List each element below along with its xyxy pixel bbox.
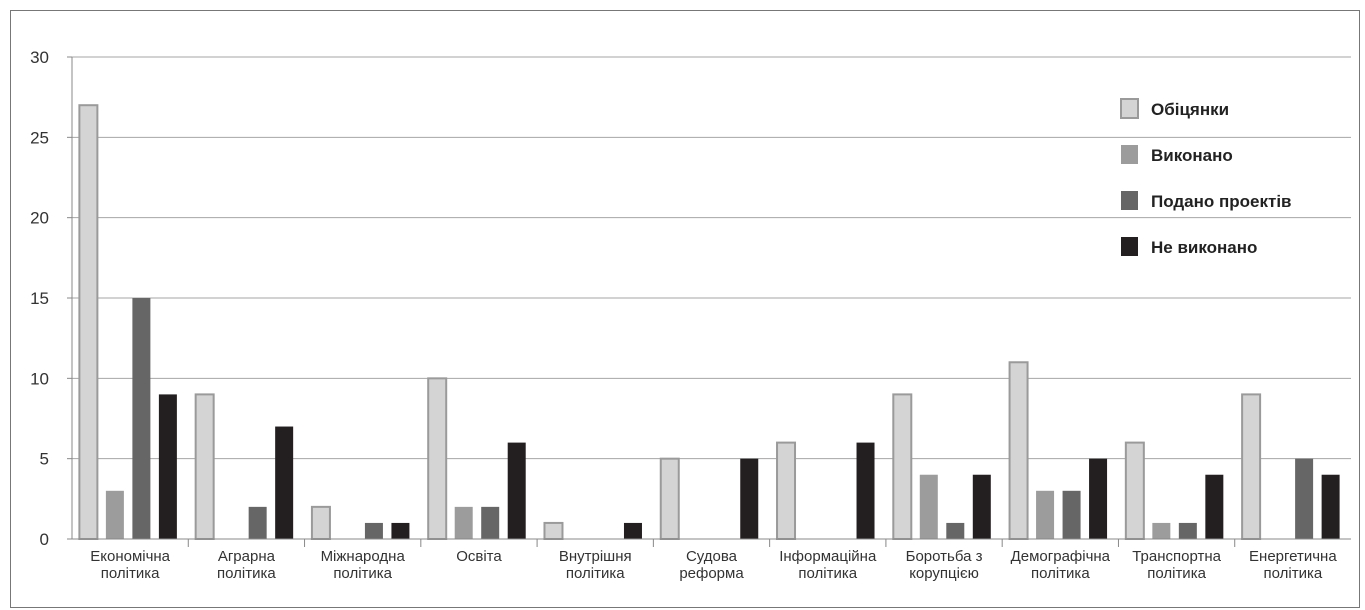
bar-1-cat-9 bbox=[1008, 361, 1029, 540]
legend-swatch bbox=[1121, 237, 1138, 256]
y-tick-label: 30 bbox=[30, 48, 49, 67]
bar-4-cat-2 bbox=[275, 426, 294, 539]
bar-2-cat-1 bbox=[105, 490, 124, 539]
bar-4-cat-10 bbox=[1205, 474, 1224, 539]
bar-4-cat-1 bbox=[158, 394, 177, 539]
x-axis: ЕкономічнаполітикаАграрнаполітикаМіжнаро… bbox=[72, 538, 1351, 582]
x-tick-label: політика bbox=[333, 565, 392, 582]
bar-3-cat-2 bbox=[248, 506, 267, 539]
bar-4-cat-8 bbox=[972, 474, 991, 539]
x-tick-label: Міжнародна bbox=[321, 548, 406, 565]
x-tick-label: політика bbox=[566, 565, 625, 582]
bar-3-cat-10 bbox=[1178, 522, 1197, 539]
bar-1-cat-2 bbox=[194, 393, 215, 540]
bar-1-cat-11 bbox=[1241, 393, 1262, 540]
x-tick-label: Демографічна bbox=[1011, 548, 1111, 565]
bar-3-cat-8 bbox=[946, 522, 965, 539]
x-tick-label: реформа bbox=[679, 565, 744, 582]
y-tick-label: 20 bbox=[30, 209, 49, 228]
x-tick-label: корупцією bbox=[909, 565, 979, 582]
legend-label: Виконано bbox=[1151, 146, 1233, 165]
bars bbox=[78, 104, 1340, 541]
bar-4-cat-4 bbox=[507, 442, 526, 539]
bar-3-cat-9 bbox=[1062, 490, 1081, 539]
x-tick-label: політика bbox=[101, 565, 160, 582]
bar-1-cat-3 bbox=[310, 505, 331, 541]
bar-2-cat-10 bbox=[1152, 522, 1171, 539]
y-tick-label: 25 bbox=[30, 128, 49, 147]
bar-4-cat-5 bbox=[623, 522, 642, 539]
x-tick-label: Інформаційна bbox=[779, 548, 877, 565]
bar-3-cat-11 bbox=[1295, 458, 1314, 539]
bar-4-cat-6 bbox=[740, 458, 759, 539]
bar-1-cat-1 bbox=[78, 104, 99, 540]
legend-swatch bbox=[1121, 145, 1138, 164]
bar-1-cat-4 bbox=[427, 377, 448, 541]
bar-3-cat-4 bbox=[481, 506, 500, 539]
gridlines bbox=[72, 56, 1351, 540]
x-tick-label: Освіта bbox=[456, 548, 502, 565]
x-tick-label: політика bbox=[1031, 565, 1090, 582]
x-tick-label: Внутрішня bbox=[559, 548, 632, 565]
x-tick-label: Транспортна bbox=[1132, 548, 1221, 565]
bar-4-cat-3 bbox=[391, 522, 410, 539]
legend-label: Подано проектів bbox=[1151, 192, 1292, 211]
x-tick-label: політика bbox=[217, 565, 276, 582]
legend-swatch bbox=[1120, 98, 1139, 119]
bar-3-cat-1 bbox=[132, 298, 151, 539]
bar-1-cat-6 bbox=[659, 457, 680, 540]
bar-2-cat-4 bbox=[454, 506, 473, 539]
y-tick-label: 5 bbox=[40, 450, 49, 469]
legend-swatch bbox=[1121, 191, 1138, 210]
bar-4-cat-9 bbox=[1089, 458, 1108, 539]
legend: Обіцянки Виконано Подано проектів Не викона… bbox=[1120, 98, 1292, 257]
bar-4-cat-7 bbox=[856, 442, 875, 539]
x-tick-label: політика bbox=[1264, 565, 1323, 582]
bar-1-cat-10 bbox=[1124, 441, 1145, 541]
x-tick-label: Судова bbox=[686, 548, 738, 565]
x-tick-label: Аграрна bbox=[218, 548, 276, 565]
x-tick-label: Економічна bbox=[90, 548, 170, 565]
bar-1-cat-7 bbox=[776, 441, 797, 541]
x-tick-label: Боротьба з bbox=[906, 548, 983, 565]
legend-label: Обіцянки bbox=[1151, 100, 1229, 119]
bar-1-cat-8 bbox=[892, 393, 913, 540]
x-tick-label: політика bbox=[798, 565, 857, 582]
x-tick-label: політика bbox=[1147, 565, 1206, 582]
bar-1-cat-5 bbox=[543, 521, 564, 540]
legend-label: Не виконано bbox=[1151, 238, 1257, 257]
y-axis: 0 5 10 15 20 25 30 bbox=[30, 48, 73, 549]
y-tick-label: 10 bbox=[30, 369, 49, 388]
bar-2-cat-9 bbox=[1036, 490, 1055, 539]
y-tick-label: 15 bbox=[30, 289, 49, 308]
bar-4-cat-11 bbox=[1321, 474, 1340, 539]
chart-frame: 0 5 10 15 20 25 30 Економічна політика Аграрна по… bbox=[10, 10, 1360, 608]
y-tick-label: 0 bbox=[40, 530, 49, 549]
bar-2-cat-8 bbox=[919, 474, 938, 539]
x-tick-label: Енергетична bbox=[1249, 548, 1337, 565]
bar-3-cat-3 bbox=[364, 522, 383, 539]
